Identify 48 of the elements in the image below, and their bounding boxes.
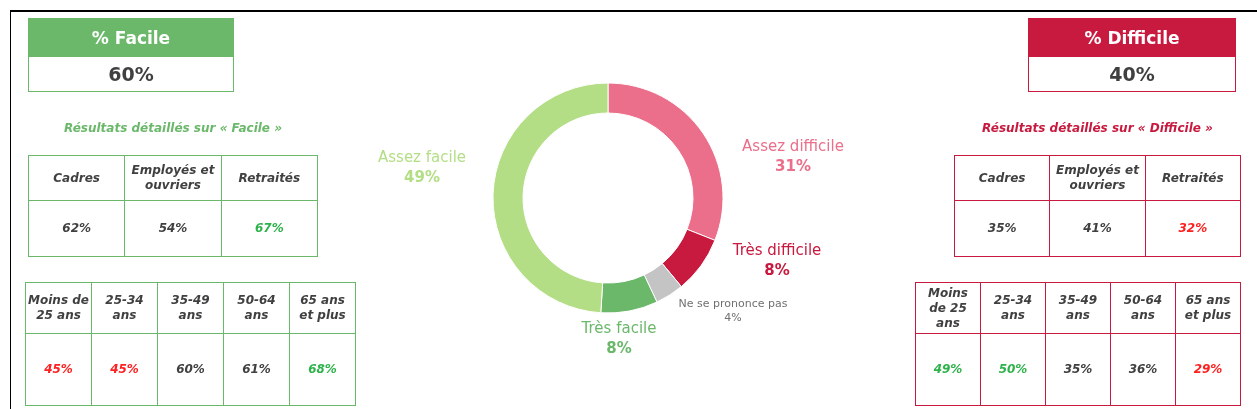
- slice-label: Assez difficile: [742, 137, 844, 155]
- slice-label: Très difficile: [731, 241, 822, 259]
- slice-label: Ne se prononce pas: [678, 297, 788, 310]
- data-label: 45%: [25, 333, 92, 406]
- slice-label: Très facile: [580, 319, 657, 337]
- data-label: 49%: [915, 333, 981, 406]
- text: % Difficile: [1029, 19, 1235, 57]
- text: Résultats détaillés sur « Difficile »: [981, 121, 1214, 135]
- slice-label: Assez facile: [377, 148, 467, 166]
- data-label: 36%: [1110, 333, 1176, 406]
- data-label: 49%: [404, 168, 440, 186]
- category-label: 35-49 ans: [1045, 282, 1111, 334]
- data-label: 29%: [1175, 333, 1241, 406]
- data-label: 68%: [289, 333, 356, 406]
- category-label: 35-49 ans: [157, 282, 224, 334]
- data-label: 41%: [1049, 200, 1146, 257]
- category-label: 50-64 ans: [1110, 282, 1176, 334]
- data-label: 31%: [775, 157, 811, 175]
- category-label: Retraités: [1145, 155, 1241, 201]
- text: 40%: [1108, 62, 1156, 87]
- data-label: 67%: [221, 200, 318, 257]
- data-label: 50%: [980, 333, 1046, 406]
- data-label: 35%: [954, 200, 1050, 257]
- text: 60%: [107, 62, 155, 87]
- category-label: Moins de 25 ans: [25, 282, 92, 334]
- category-label: Employés et ouvriers: [124, 155, 222, 201]
- category-label: 25-34 ans: [980, 282, 1046, 334]
- data-label: 8%: [764, 261, 790, 279]
- category-label: Cadres: [954, 155, 1050, 201]
- category-label: Cadres: [28, 155, 125, 201]
- text: Résultats détaillés sur « Facile »: [63, 121, 283, 135]
- category-label: 65 ans et plus: [289, 282, 356, 334]
- category-label: 50-64 ans: [223, 282, 290, 334]
- category-label: 25-34 ans: [91, 282, 158, 334]
- category-label: Moins de 25 ans: [915, 282, 981, 334]
- data-label: 62%: [28, 200, 125, 257]
- category-label: Employés et ouvriers: [1049, 155, 1146, 201]
- data-label: 32%: [1145, 200, 1241, 257]
- data-label: 35%: [1045, 333, 1111, 406]
- data-label: 8%: [606, 339, 632, 357]
- data-label: 45%: [91, 333, 158, 406]
- data-label: 61%: [223, 333, 290, 406]
- category-label: 65 ans et plus: [1175, 282, 1241, 334]
- data-label: 60%: [157, 333, 224, 406]
- data-label: 54%: [124, 200, 222, 257]
- text: % Facile: [29, 19, 233, 57]
- data-label: 4%: [724, 311, 742, 324]
- category-label: Retraités: [221, 155, 318, 201]
